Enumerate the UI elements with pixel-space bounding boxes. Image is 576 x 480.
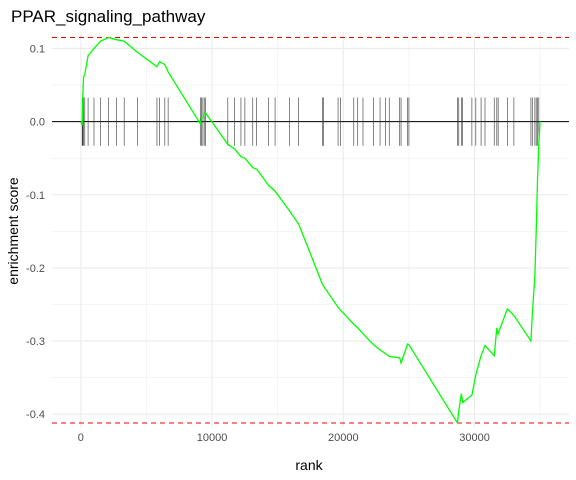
x-axis-ticks: 0 10000 20000 30000 [78, 432, 490, 444]
x-tick-label: 10000 [197, 432, 228, 444]
y-tick-label: 0.1 [30, 43, 45, 55]
y-tick-label: -0.4 [26, 409, 45, 421]
x-axis-title: rank [295, 457, 323, 473]
y-tick-label: -0.1 [26, 190, 45, 202]
y-axis-title: enrichment score [5, 177, 21, 285]
y-axis-ticks: 0.1 0.0 -0.1 -0.2 -0.3 -0.4 [26, 43, 45, 421]
hit-markers [81, 97, 540, 146]
y-tick-label: -0.3 [26, 336, 45, 348]
x-tick-label: 30000 [459, 432, 490, 444]
y-tick-label: -0.2 [26, 263, 45, 275]
reference-lines [52, 36, 569, 424]
chart-title: PPAR_signaling_pathway [11, 7, 206, 26]
grid-lines [52, 32, 569, 427]
x-tick-label: 20000 [328, 432, 359, 444]
y-tick-label: 0.0 [30, 117, 45, 129]
x-tick-label: 0 [78, 432, 84, 444]
running-enrichment-curve [80, 36, 541, 425]
